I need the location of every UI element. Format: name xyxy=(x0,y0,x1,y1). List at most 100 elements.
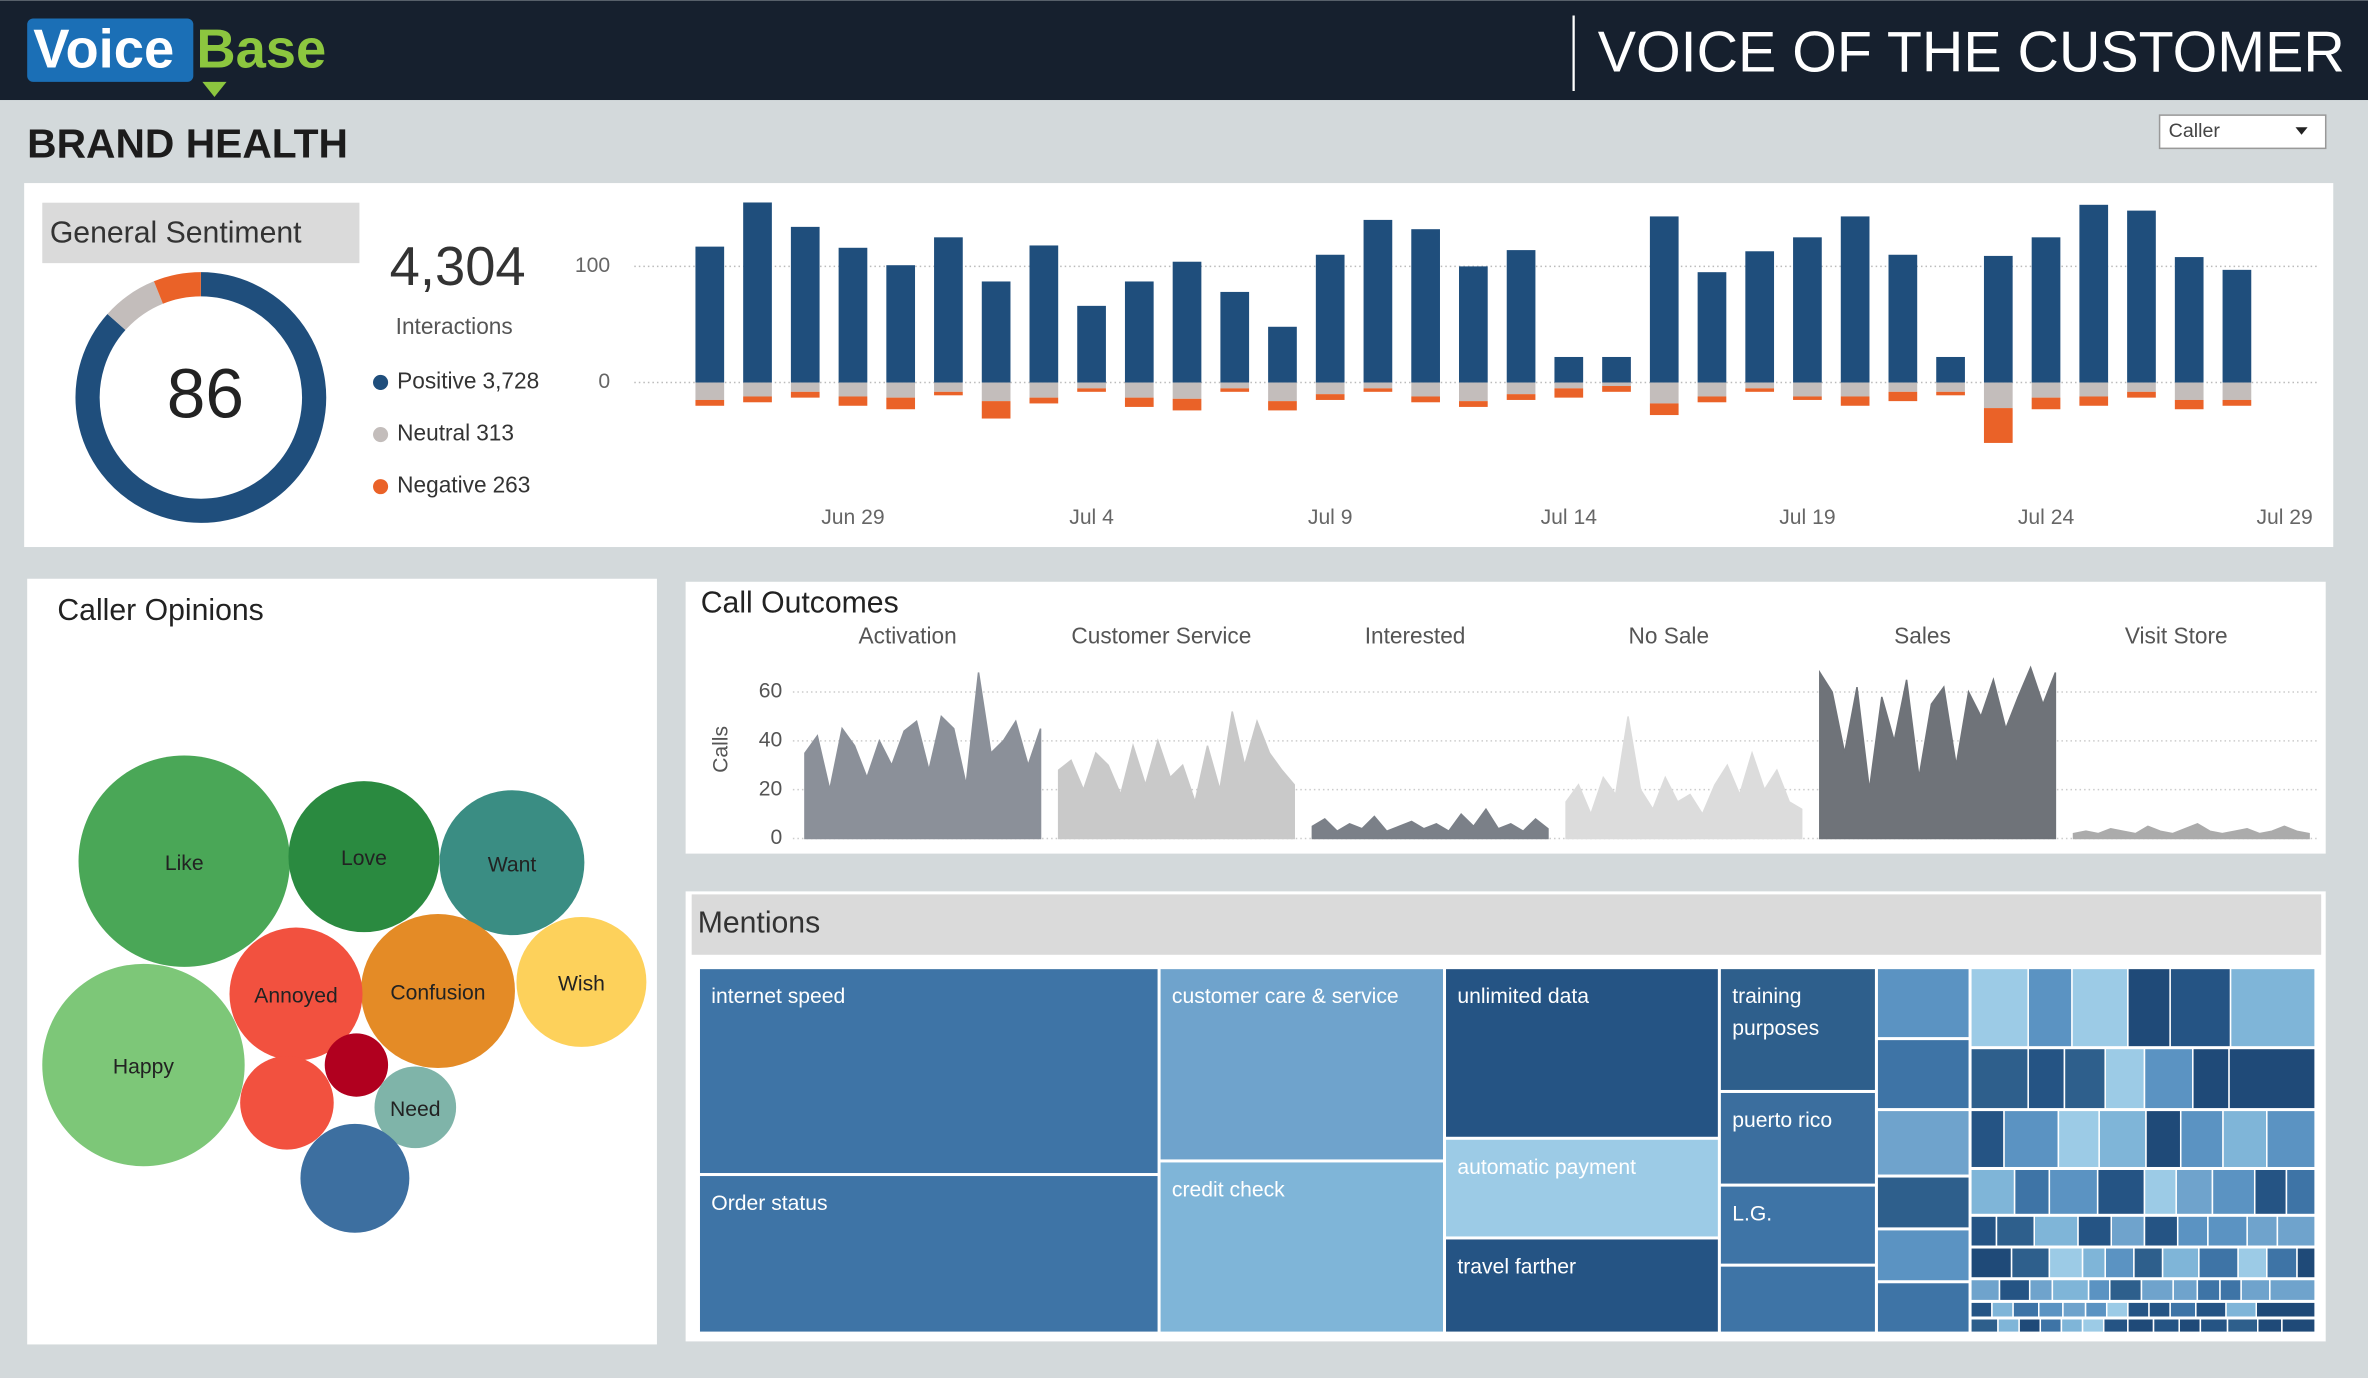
treemap-label-box: L.G. xyxy=(1732,1200,1773,1226)
bar-segment xyxy=(1172,382,1202,399)
treemap-cell xyxy=(2253,1168,2288,1216)
treemap-cell xyxy=(2199,1317,2229,1334)
treemap-cell xyxy=(2048,1247,2084,1279)
bubble-label: Want xyxy=(488,853,537,876)
dropdown-box[interactable] xyxy=(2158,114,2327,150)
bar-segment xyxy=(1124,281,1154,383)
treemap-cell xyxy=(1719,1185,1877,1266)
bar-segment xyxy=(1077,388,1106,392)
bar-segment xyxy=(1124,382,1154,398)
donut-segment xyxy=(153,272,202,304)
bar-segment xyxy=(1459,401,1488,407)
treemap-cell xyxy=(2039,1317,2063,1334)
bubble-label: Confusion xyxy=(390,982,485,1005)
treemap-cell xyxy=(2175,1168,2214,1216)
bar-segment xyxy=(1840,382,1870,397)
treemap-cell xyxy=(2013,1168,2051,1216)
treemap-cell xyxy=(2219,1278,2242,1302)
bar-segment xyxy=(1554,382,1584,389)
dropdown-arrow[interactable] xyxy=(2295,127,2308,135)
bar-segment xyxy=(1649,216,1679,383)
bar-segment xyxy=(2127,382,2156,392)
treemap-cell xyxy=(2281,1317,2316,1334)
filter-dropdown[interactable]: Caller xyxy=(2158,114,2327,150)
bubble xyxy=(229,927,363,1061)
treemap-cell xyxy=(1159,967,1445,1161)
treemap-cell xyxy=(2237,1247,2268,1279)
bubble xyxy=(42,963,245,1167)
treemap-cell xyxy=(1991,1301,2014,1318)
y-tick-label: 100 xyxy=(575,254,610,277)
bar-segment xyxy=(1029,382,1059,398)
treemap-cell xyxy=(698,967,1160,1175)
y-tick-label: 0 xyxy=(771,826,783,849)
bar-segment xyxy=(1506,250,1536,383)
x-tick-label: Jul 24 xyxy=(2018,506,2075,529)
treemap-cell xyxy=(2109,1278,2143,1302)
bar-segment xyxy=(1602,356,1631,383)
treemap-cell xyxy=(2105,1301,2129,1318)
treemap-label-box: Order status xyxy=(711,1190,827,1214)
treemap-label-box: credit check xyxy=(1172,1177,1285,1201)
treemap-label: customer care & service xyxy=(1171,983,1399,1008)
treemap-cell xyxy=(2010,1247,2051,1279)
legend-value: 263 xyxy=(493,472,531,498)
treemap-cell xyxy=(1159,1160,1445,1334)
treemap-cell xyxy=(2161,1247,2200,1279)
treemap-cell xyxy=(2222,1109,2268,1169)
treemap-cell xyxy=(2225,1301,2257,1318)
y-axis-label: Calls xyxy=(709,726,732,773)
treemap-cell xyxy=(2226,1317,2259,1334)
bar-segment xyxy=(1602,382,1631,387)
dropdown-label[interactable]: Caller xyxy=(2169,120,2221,142)
treemap-cell xyxy=(1970,1317,1999,1334)
treemap-cell xyxy=(2195,1301,2227,1318)
area xyxy=(2072,823,2310,840)
area xyxy=(1057,711,1295,840)
bar-segment xyxy=(838,382,868,397)
treemap-cell xyxy=(1444,1138,1720,1238)
treemap-cell xyxy=(1719,967,1877,1092)
x-tick-label: Jul 19 xyxy=(1779,506,1835,529)
treemap-label: puerto rico xyxy=(1732,1107,1833,1132)
treemap-cell xyxy=(2060,1317,2084,1334)
treemap-cell xyxy=(2285,1168,2316,1216)
bar-segment xyxy=(2079,204,2109,383)
bar-segment xyxy=(695,246,725,383)
bar-segment xyxy=(790,382,820,392)
bar-segment xyxy=(886,265,916,383)
treemap-cell xyxy=(1444,1237,1720,1334)
bar-segment xyxy=(1363,382,1393,389)
bubble-label: Annoyed xyxy=(254,985,337,1008)
treemap-label: L.G. xyxy=(1732,1200,1773,1226)
facet-label: Activation xyxy=(859,623,957,649)
treemap-cell xyxy=(2192,1047,2230,1110)
treemap-cell xyxy=(2057,1109,2100,1169)
treemap-cell xyxy=(2062,1301,2087,1318)
panel-title: General Sentiment xyxy=(50,216,302,249)
bar-segment xyxy=(1077,382,1106,389)
treemap-label: internet speed xyxy=(711,983,846,1008)
bar-segment xyxy=(1459,266,1488,383)
bar-segment xyxy=(2079,396,2109,406)
treemap-cell xyxy=(1970,1247,2013,1279)
bubble xyxy=(439,790,585,936)
bar-segment xyxy=(838,247,868,383)
bubble xyxy=(240,1056,334,1150)
treemap-cell xyxy=(1444,967,1720,1139)
treemap-cell xyxy=(2087,1278,2111,1302)
treemap-cell xyxy=(2127,1301,2150,1318)
bubble-label: Love xyxy=(341,847,387,870)
treemap-cell xyxy=(698,1174,1160,1334)
bar-segment xyxy=(1315,394,1345,400)
treemap-cell xyxy=(2096,1168,2146,1216)
bar-segment xyxy=(1936,391,1965,396)
bubble xyxy=(374,1066,457,1149)
bar-segment xyxy=(695,382,725,400)
bar-segment xyxy=(1697,396,1727,403)
sentiment-score: 86 xyxy=(167,354,244,432)
area xyxy=(804,672,1042,840)
treemap-label-box: internet speed xyxy=(711,983,846,1008)
area xyxy=(1311,807,1549,840)
